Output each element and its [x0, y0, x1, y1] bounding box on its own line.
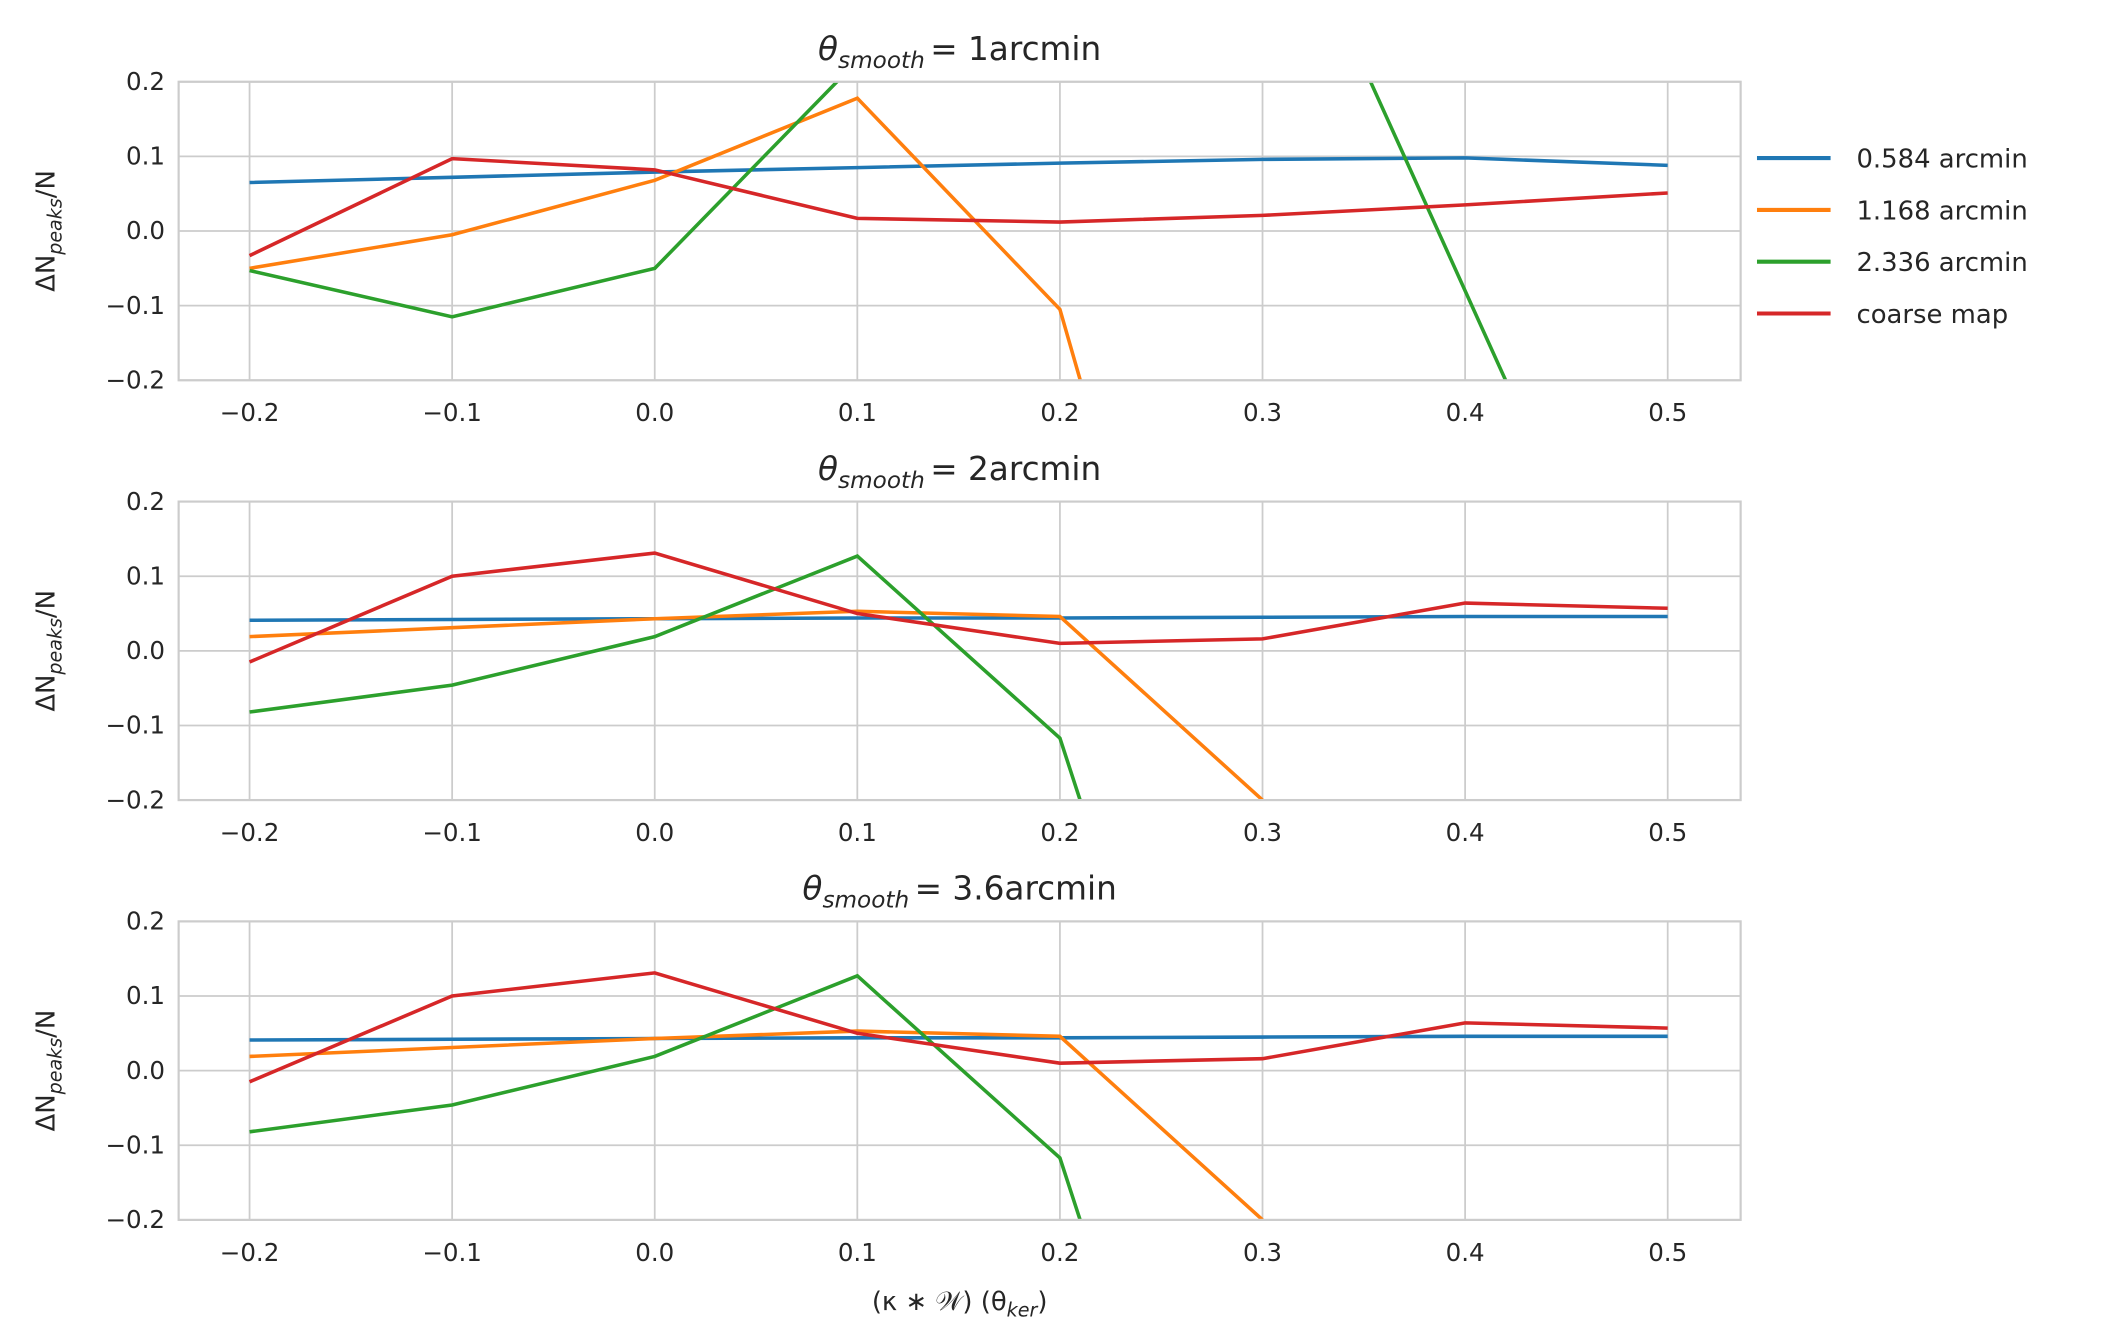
- y-tick-label: 0.1: [126, 561, 165, 590]
- x-tick-label: 0.5: [1648, 818, 1687, 847]
- series-line: [248, 971, 1668, 1084]
- y-tick-label: −0.2: [105, 1205, 165, 1234]
- legend-label: 2.336 arcmin: [1856, 248, 2027, 278]
- title-subscript: smooth: [822, 887, 909, 914]
- x-tick-label: 0.4: [1446, 818, 1485, 847]
- y-tick-label: −0.1: [105, 1130, 165, 1159]
- title-symbol: θ: [818, 30, 838, 68]
- title-subscript: smooth: [838, 467, 925, 494]
- x-tick-label: −0.1: [422, 818, 482, 847]
- y-tick-label: −0.1: [105, 711, 165, 740]
- x-tick-label: −0.1: [422, 1238, 482, 1267]
- x-tick-label: 0.1: [838, 818, 877, 847]
- subplot: −0.2 −0.1 0.0 0.1 0.2 −0.2 −0.1 0.0 0.1 0.2 0.3 0.4…: [32, 30, 1742, 427]
- chart-title: θsmooth = 3.6arcmin: [802, 870, 1116, 914]
- x-tick-label: −0.2: [220, 1238, 280, 1267]
- series-group: [248, 81, 1668, 381]
- chart-title: θsmooth = 2arcmin: [818, 450, 1101, 494]
- y-label-end: /N: [32, 590, 62, 618]
- title-symbol: θ: [818, 450, 838, 488]
- plot-frame: [177, 80, 1742, 382]
- x-tick-label: −0.2: [220, 398, 280, 427]
- legend-label: 0.584 arcmin: [1856, 145, 2027, 175]
- x-tick-label: 0.3: [1243, 398, 1282, 427]
- x-axis-label: (κ ∗ 𝒲) (θker): [872, 1287, 1048, 1322]
- plot-frame: [177, 500, 1742, 802]
- series-line: [249, 614, 1668, 623]
- x-tick-label: 0.4: [1446, 398, 1485, 427]
- x-tick-label: 0.1: [838, 398, 877, 427]
- legend: 0.584 arcmin 1.168 arcmin 2.336 arcmin coar…: [1756, 145, 2028, 330]
- y-tick-label: −0.2: [105, 365, 165, 394]
- x-tick-label: 0.2: [1040, 818, 1079, 847]
- y-axis-label: ΔNpeaks/N: [32, 1010, 67, 1132]
- series-line: [249, 554, 1082, 801]
- y-label-main: ΔN: [32, 675, 62, 712]
- y-label-main: ΔN: [32, 255, 62, 292]
- y-tick-label: 0.2: [126, 907, 165, 936]
- x-tick-label: −0.2: [220, 818, 280, 847]
- x-label-main: (κ ∗ 𝒲) (θ: [872, 1287, 1007, 1317]
- x-tick-label: 0.5: [1648, 1238, 1687, 1267]
- x-tick-label: 0.3: [1243, 1238, 1282, 1267]
- plot-frame: [177, 920, 1742, 1221]
- x-tick-label: 0.2: [1040, 1238, 1079, 1267]
- x-label-end: ): [1037, 1287, 1047, 1317]
- title-text: = 1arcmin: [930, 30, 1101, 68]
- legend-label: 1.168 arcmin: [1856, 196, 2027, 226]
- x-tick-label: 0.0: [635, 398, 674, 427]
- title-symbol: θ: [802, 870, 822, 908]
- subplot: −0.2 −0.1 0.0 0.1 0.2 −0.2 −0.1 0.0 0.1 0.2 0.3 0.4…: [32, 870, 1742, 1322]
- y-label-end: /N: [32, 170, 62, 198]
- y-label-sub: peaks: [44, 1038, 66, 1096]
- x-label-sub: ker: [1007, 1300, 1039, 1322]
- y-tick-label: −0.1: [105, 291, 165, 320]
- x-tick-label: 0.4: [1446, 1238, 1485, 1267]
- title-subscript: smooth: [838, 47, 925, 74]
- y-tick-label: 0.2: [126, 67, 165, 96]
- y-label-end: /N: [32, 1010, 62, 1038]
- y-axis-label: ΔNpeaks/N: [32, 170, 67, 292]
- series-line: [249, 96, 1083, 381]
- y-tick-label: 0.0: [126, 636, 165, 665]
- chart-title: θsmooth = 1arcmin: [818, 30, 1101, 74]
- y-tick-label: 0.2: [126, 487, 165, 516]
- series-group: [248, 551, 1668, 801]
- subplot: −0.2 −0.1 0.0 0.1 0.2 −0.2 −0.1 0.0 0.1 0.2 0.3 0.4…: [32, 450, 1742, 847]
- x-tick-label: 0.0: [635, 818, 674, 847]
- y-tick-label: 0.1: [126, 981, 165, 1010]
- series-line: [249, 1034, 1668, 1042]
- series-line: [249, 156, 1668, 185]
- x-tick-label: 0.0: [635, 1238, 674, 1267]
- x-tick-label: 0.5: [1648, 398, 1687, 427]
- y-tick-label: 0.1: [126, 142, 165, 171]
- x-tick-label: 0.2: [1040, 398, 1079, 427]
- legend-label: coarse map: [1856, 300, 2008, 330]
- y-axis-label: ΔNpeaks/N: [32, 590, 67, 712]
- y-tick-label: −0.2: [105, 785, 165, 814]
- series-group: [248, 971, 1668, 1220]
- x-tick-label: 0.1: [838, 1238, 877, 1267]
- title-text: = 3.6arcmin: [915, 870, 1117, 908]
- x-tick-label: 0.3: [1243, 818, 1282, 847]
- series-line: [248, 156, 1668, 258]
- title-text: = 2arcmin: [930, 450, 1101, 488]
- y-tick-label: 0.0: [126, 216, 165, 245]
- y-label-sub: peaks: [44, 618, 66, 676]
- y-label-main: ΔN: [32, 1094, 62, 1131]
- series-line: [249, 1029, 1264, 1220]
- series-line: [249, 81, 1508, 381]
- x-tick-label: −0.1: [422, 398, 482, 427]
- series-line: [249, 973, 1082, 1220]
- series-line: [249, 609, 1264, 801]
- series-line: [248, 551, 1668, 664]
- y-tick-label: 0.0: [126, 1056, 165, 1085]
- y-label-sub: peaks: [44, 198, 66, 256]
